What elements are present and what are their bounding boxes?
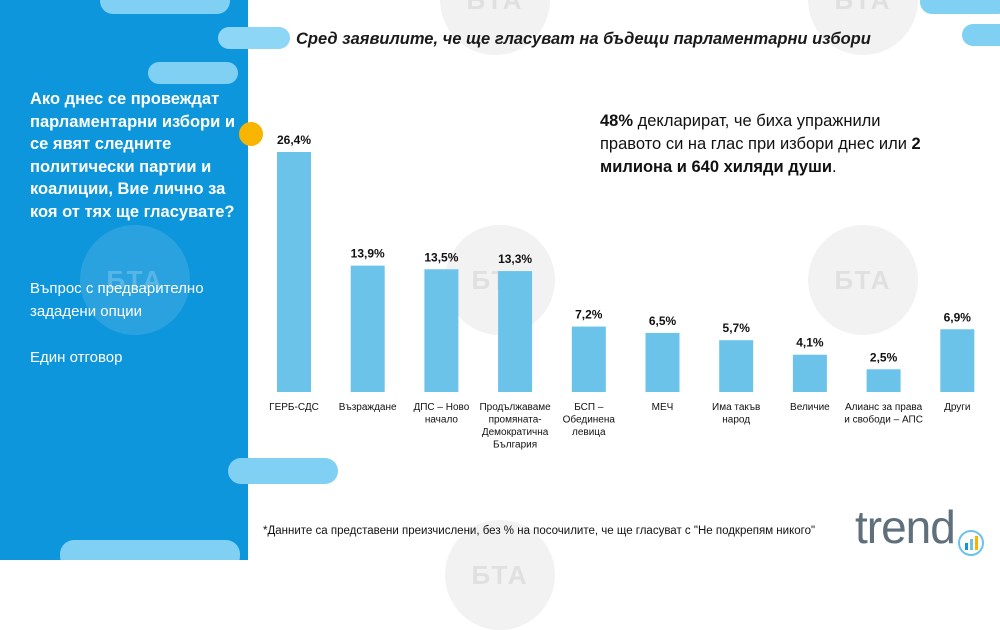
watermark-logo: БТА [808, 225, 918, 335]
category-label-5: БСП – Обединена левица [563, 402, 616, 438]
data-label-7: 5,7% [723, 321, 751, 335]
callout-count: 2 милиона и 640 хиляди души [600, 135, 921, 176]
chart-title: Сред заявилите, че ще гласуват на бъдещи… [296, 30, 871, 48]
accent-dot [239, 122, 263, 146]
bar-6 [645, 332, 680, 392]
data-label-2: 13,9% [351, 247, 385, 261]
bar-5 [571, 326, 606, 392]
category-label-7: Има такъв народ [712, 402, 760, 426]
data-label-6: 6,5% [649, 314, 677, 328]
data-label-10: 6,9% [944, 310, 972, 324]
category-label-10: Други [944, 402, 970, 413]
bar-1 [277, 152, 311, 392]
trend-logo: trend [855, 501, 956, 553]
watermark-logo: БТА [80, 225, 190, 335]
bar-8 [792, 354, 827, 392]
category-label-2: Възраждане [339, 402, 397, 413]
callout-end: . [832, 158, 837, 176]
data-label-3: 13,5% [424, 250, 458, 264]
bar-4 [498, 271, 533, 392]
footnote: *Данните са представени преизчислени, бе… [263, 525, 816, 537]
callout-body: декларират, че биха упражнили правото си… [600, 112, 912, 153]
category-label-6: МЕЧ [652, 402, 674, 413]
category-label-1: ГЕРБ-СДС [269, 402, 319, 413]
data-label-1: 26,4% [277, 133, 311, 147]
data-label-8: 4,1% [796, 336, 824, 350]
callout-percent: 48% [600, 112, 634, 130]
bar-7 [719, 340, 754, 392]
decorative-pill [962, 24, 1000, 46]
bar-2 [350, 265, 385, 392]
data-label-4: 13,3% [498, 252, 532, 266]
decorative-pill [218, 27, 290, 49]
logo-mark-icon [958, 530, 984, 556]
category-label-9: Алианс за права и свободи – АПС [844, 402, 923, 426]
bar-3 [424, 269, 459, 392]
decorative-pill [100, 0, 230, 14]
decorative-pill [228, 458, 338, 484]
answer-type-note: Един отговор [30, 349, 123, 366]
category-label-3: ДПС – Ново начало [413, 402, 469, 426]
question-text: Ако днес се провеждат парламентарни избо… [30, 90, 236, 221]
data-label-5: 7,2% [575, 308, 603, 322]
decorative-pill [60, 540, 240, 560]
category-label-8: Величие [790, 402, 830, 413]
decorative-pill [148, 62, 238, 84]
decorative-pill [920, 0, 1000, 14]
data-label-9: 2,5% [870, 350, 898, 364]
bar-10 [940, 329, 975, 392]
callout-text: 48% декларират, че биха упражнили правот… [600, 110, 940, 179]
sidebar-panel: БТА Ако днес се провеждат парламентарни … [0, 0, 248, 560]
category-label-4: Продължаваме промяната-Демократична Българ… [479, 402, 551, 451]
bar-9 [866, 369, 901, 392]
question-type-note: Въпрос с предварително зададени опции [30, 280, 204, 320]
bar-chart: 26,4% ГЕРБ-СДС 13,9% Възраждане 13,5% ДПС – Н… [269, 133, 975, 451]
